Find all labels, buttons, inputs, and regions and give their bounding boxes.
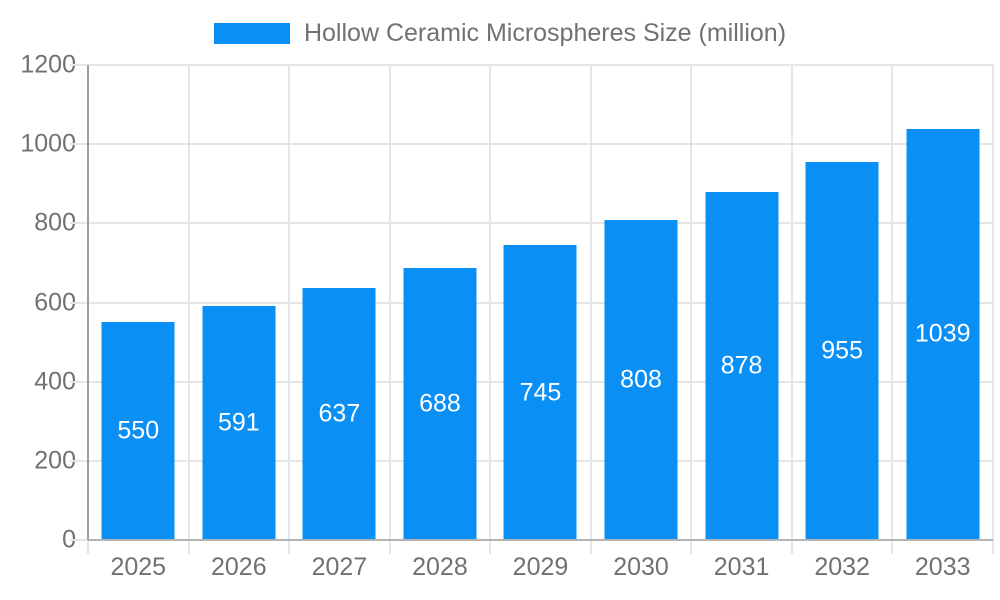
legend-label: Hollow Ceramic Microspheres Size (millio…	[303, 19, 787, 47]
bar-slot: 1039	[892, 65, 993, 540]
bar-value-label: 550	[117, 416, 160, 445]
bar-2030[interactable]: 808	[604, 220, 678, 540]
x-gridline	[690, 65, 693, 554]
bar-slot: 688	[390, 65, 491, 540]
x-gridline	[589, 65, 592, 554]
bar-slot: 637	[289, 65, 390, 540]
x-tick-label: 2028	[412, 553, 468, 581]
y-axis-labels: 0 200 400 600 800 1000 1200	[0, 51, 88, 554]
bar-value-label: 745	[519, 378, 562, 407]
y-tick-label: 0	[62, 525, 76, 554]
x-gridline	[790, 65, 793, 554]
y-tick-label: 600	[34, 288, 76, 316]
x-tick-label: 2027	[311, 553, 368, 581]
bar-slot: 591	[189, 65, 290, 540]
y-gridline	[70, 64, 993, 66]
plot-area: 550 591 637 688 745 808 878 955 1039	[70, 64, 994, 554]
bar-2032[interactable]: 955	[805, 161, 879, 540]
bar-value-label: 688	[419, 389, 461, 418]
bar-2029[interactable]: 745	[503, 245, 577, 540]
x-gridline	[891, 65, 894, 554]
bar-2025[interactable]: 550	[101, 322, 175, 540]
bar-2026[interactable]: 591	[202, 306, 276, 540]
bar-2027[interactable]: 637	[302, 287, 376, 540]
y-gridline	[70, 222, 993, 225]
y-axis-line	[87, 65, 89, 540]
x-axis-labels: 2025 2026 2027 2028 2029 2030 2031 2032 2033	[88, 551, 993, 587]
bar-2031[interactable]: 878	[705, 192, 779, 540]
legend-swatch	[213, 23, 290, 44]
x-gridline	[388, 65, 391, 554]
y-tick-label: 200	[34, 446, 76, 475]
bar-slot: 955	[792, 65, 893, 540]
bar-value-label: 1039	[914, 319, 971, 348]
bar-2033[interactable]: 1039	[906, 128, 980, 540]
x-tick-label: 2025	[110, 553, 167, 581]
bar-value-label: 808	[620, 365, 662, 394]
y-tick-label: 400	[34, 367, 76, 396]
x-gridline	[489, 65, 492, 554]
y-tick-label: 1200	[20, 50, 76, 79]
x-tick-label: 2029	[512, 553, 569, 581]
x-tick-label: 2031	[713, 553, 770, 581]
x-gridline	[187, 65, 190, 554]
bar-slot: 808	[591, 65, 692, 540]
bar-value-label: 955	[821, 336, 863, 365]
x-tick-label: 2026	[211, 553, 267, 581]
bar-value-label: 878	[720, 351, 763, 380]
x-tick-label: 2033	[914, 553, 971, 581]
x-gridline	[288, 65, 291, 554]
x-tick-label: 2030	[613, 553, 669, 581]
x-gridline	[992, 65, 994, 554]
y-gridline	[70, 143, 993, 146]
bar-slot: 745	[490, 65, 591, 540]
bar-slot: 550	[88, 65, 189, 540]
x-tick-label: 2032	[814, 553, 870, 581]
x-axis-line	[88, 539, 993, 541]
bar-value-label: 637	[318, 399, 361, 428]
bar-slot: 878	[691, 65, 792, 540]
bar-value-label: 591	[217, 408, 260, 437]
y-tick-label: 1000	[20, 129, 76, 158]
chart-legend[interactable]: Hollow Ceramic Microspheres Size (millio…	[0, 19, 1000, 48]
y-tick-label: 800	[34, 208, 76, 237]
bar-2028[interactable]: 688	[403, 267, 477, 540]
